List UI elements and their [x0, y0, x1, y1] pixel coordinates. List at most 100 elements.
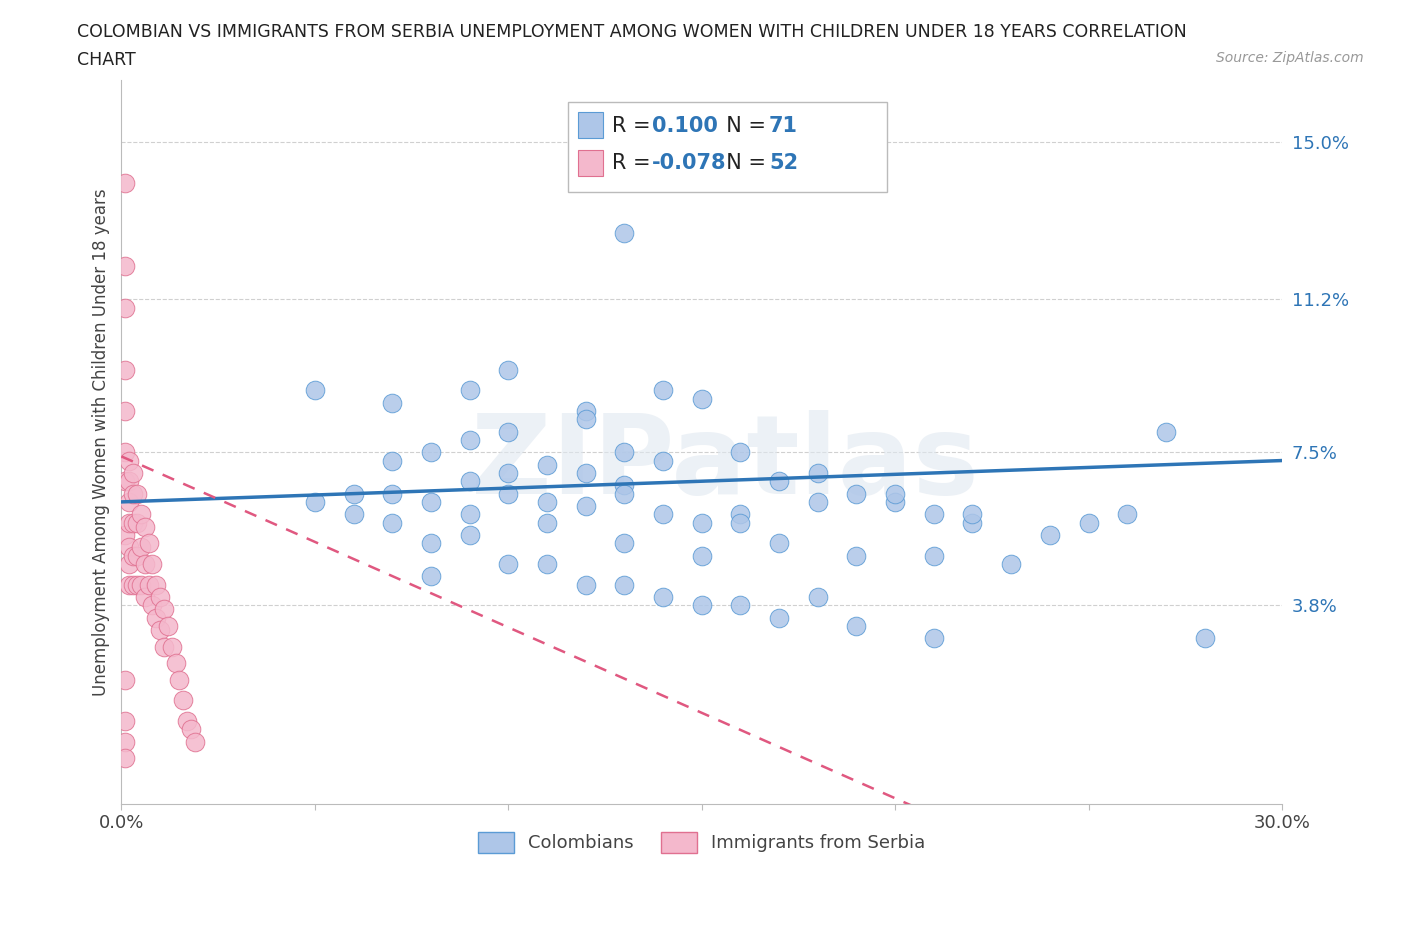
Point [962, 507, 984, 522]
Point [730, 507, 752, 522]
Point [613, 536, 636, 551]
Point [125, 486, 148, 501]
Point [118, 453, 141, 468]
Text: N =: N = [713, 115, 773, 136]
Point [114, 362, 136, 377]
Point [768, 610, 790, 625]
Point [1077, 515, 1099, 530]
Point [690, 598, 713, 613]
Point [768, 536, 790, 551]
Point [458, 527, 481, 542]
Point [122, 548, 145, 563]
Point [730, 598, 752, 613]
Point [145, 610, 167, 625]
Text: COLOMBIAN VS IMMIGRANTS FROM SERBIA UNEMPLOYMENT AMONG WOMEN WITH CHILDREN UNDER: COLOMBIAN VS IMMIGRANTS FROM SERBIA UNEM… [77, 23, 1187, 41]
Point [458, 383, 481, 398]
Point [690, 392, 713, 406]
Point [1000, 556, 1022, 571]
Point [652, 453, 675, 468]
Point [122, 486, 145, 501]
Point [134, 590, 156, 604]
Point [114, 735, 136, 750]
Point [458, 432, 481, 447]
Point [118, 495, 141, 510]
Point [884, 486, 907, 501]
Point [118, 540, 141, 555]
Point [180, 722, 202, 737]
Point [807, 495, 830, 510]
Point [1154, 424, 1177, 439]
Point [498, 486, 520, 501]
Point [118, 473, 141, 488]
Point [122, 466, 145, 481]
Point [149, 623, 172, 638]
Point [845, 618, 868, 633]
Point [1116, 507, 1139, 522]
Point [807, 466, 830, 481]
Point [575, 466, 598, 481]
Point [134, 556, 156, 571]
Point [613, 486, 636, 501]
Text: Source: ZipAtlas.com: Source: ZipAtlas.com [1216, 51, 1364, 65]
Point [613, 445, 636, 459]
Point [884, 495, 907, 510]
Point [169, 672, 191, 687]
Point [575, 412, 598, 427]
Point [575, 404, 598, 418]
Point [768, 473, 790, 488]
Point [922, 631, 945, 645]
Point [498, 556, 520, 571]
Point [114, 672, 136, 687]
Point [342, 507, 364, 522]
Point [184, 735, 207, 750]
Point [419, 445, 441, 459]
Point [613, 578, 636, 592]
Point [125, 548, 148, 563]
Point [381, 486, 404, 501]
Point [807, 590, 830, 604]
Point [114, 259, 136, 273]
Legend: Colombians, Immigrants from Serbia: Colombians, Immigrants from Serbia [471, 825, 934, 860]
Point [1039, 527, 1062, 542]
Point [498, 424, 520, 439]
Point [458, 507, 481, 522]
Point [118, 556, 141, 571]
Point [129, 540, 152, 555]
Point [129, 507, 152, 522]
Point [134, 519, 156, 534]
Point [419, 495, 441, 510]
Point [153, 639, 176, 654]
Point [962, 515, 984, 530]
FancyBboxPatch shape [568, 101, 887, 193]
Point [176, 713, 198, 728]
Text: N =: N = [713, 153, 773, 173]
Bar [578, 151, 603, 177]
Point [458, 473, 481, 488]
Point [304, 383, 326, 398]
Point [138, 578, 160, 592]
Point [575, 498, 598, 513]
Point [575, 578, 598, 592]
Point [845, 486, 868, 501]
Point [118, 515, 141, 530]
Point [114, 445, 136, 459]
Point [129, 578, 152, 592]
Point [498, 466, 520, 481]
Point [118, 578, 141, 592]
Point [138, 536, 160, 551]
Text: R =: R = [613, 153, 658, 173]
Y-axis label: Unemployment Among Women with Children Under 18 years: Unemployment Among Women with Children U… [93, 188, 110, 696]
Point [156, 618, 179, 633]
Point [114, 176, 136, 191]
Point [419, 536, 441, 551]
Point [114, 300, 136, 315]
Text: ZIPatlas: ZIPatlas [471, 410, 979, 517]
Point [536, 515, 558, 530]
Text: R =: R = [613, 115, 658, 136]
Point [690, 515, 713, 530]
Point [536, 458, 558, 472]
Text: 52: 52 [769, 153, 799, 173]
Point [730, 515, 752, 530]
Point [114, 527, 136, 542]
Point [122, 578, 145, 592]
